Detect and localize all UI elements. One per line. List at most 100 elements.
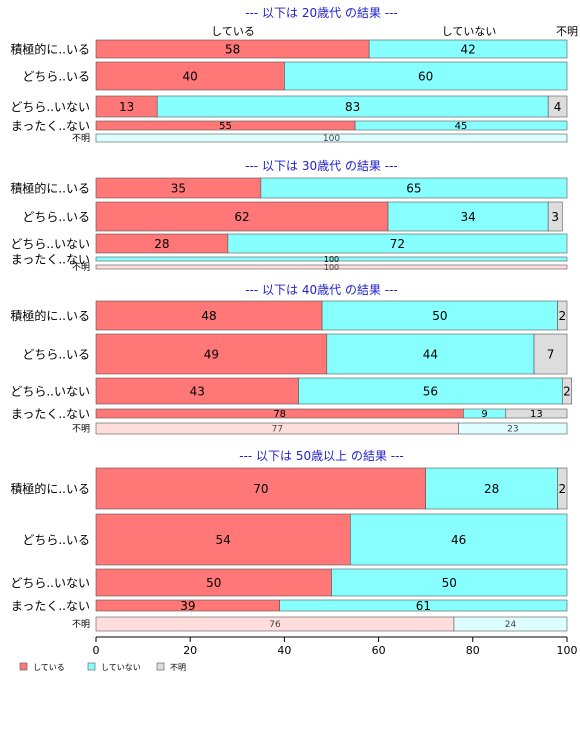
legend-swatch [19,662,28,671]
bar-segment [557,300,568,331]
value-label: 23 [507,425,518,435]
legend-label: 不明 [170,663,186,672]
bar-segment [387,201,549,232]
bar-segment [95,133,568,143]
value-label: 50 [432,309,447,323]
value-label: 65 [406,181,421,195]
bar-segment [561,377,573,405]
category-label: 不明 [72,424,90,435]
value-label: 100 [323,134,340,144]
value-label: 83 [345,100,360,114]
value-label: 45 [455,121,468,132]
value-label: 56 [423,384,438,398]
bar-segment [95,513,351,566]
bar-segment [453,616,568,632]
bar-segment [547,201,563,232]
value-label: 4 [554,100,562,114]
value-label: 28 [154,237,169,251]
x-tick-label: 40 [277,644,291,657]
bar-segment [533,333,568,375]
panel-title-1: --- 以下は 30歳代 の結果 --- [245,159,398,173]
value-label: 50 [442,576,457,590]
value-label: 77 [272,425,283,435]
value-label: 34 [460,210,475,224]
bar-segment [331,568,568,597]
bar-segment [95,264,568,270]
category-label: まったく..ない [11,599,90,613]
x-tick-label: 0 [93,644,100,657]
value-label: 13 [119,100,134,114]
bar-segment [95,61,285,91]
category-label: 不明 [72,133,90,144]
category-label: どちら..いる [22,69,90,83]
value-label: 40 [183,69,198,83]
bar-segment [260,177,568,199]
legend-label: していない [101,663,141,672]
category-label: 積極的に..いる [10,41,90,56]
bar-segment [458,422,568,435]
bar-segment [95,568,332,597]
value-label: 62 [234,210,249,224]
value-label: 3 [551,210,559,224]
value-label: 39 [180,599,195,613]
category-label: まったく..ない [11,119,90,133]
x-tick-label: 60 [372,644,386,657]
legend-swatch [156,662,165,671]
category-label: どちら..いる [22,210,90,224]
category-label: 積極的に..いる [10,308,90,323]
top-label-0: している [211,25,255,38]
bar-segment [95,201,389,232]
bar-segment [350,513,568,566]
value-label: 24 [505,620,517,630]
category-label: 不明 [72,619,90,630]
category-label: まったく..ない [11,252,90,266]
bar-segment [95,256,568,262]
category-label: どちら..いない [10,100,90,114]
value-label: 72 [390,237,405,251]
panel-title-3: --- 以下は 50歳以上 の結果 --- [239,449,404,463]
bar-segment [354,120,568,131]
bar-segment [227,233,568,254]
value-label: 49 [204,347,219,361]
value-label: 50 [206,576,221,590]
panel-title-2: --- 以下は 40歳代 の結果 --- [245,283,398,297]
category-label: どちら..いる [22,347,90,361]
x-tick-label: 80 [466,644,480,657]
category-label: まったく..ない [11,407,90,421]
value-label: 76 [269,620,281,630]
bar-segment [95,377,299,405]
value-label: 13 [530,409,543,420]
bar-segment [279,599,568,612]
value-label: 2 [563,384,571,398]
value-label: 28 [484,482,499,496]
bar-segment [425,467,558,510]
value-label: 55 [219,121,232,132]
bar-segment [368,39,568,59]
category-label: どちら..いる [22,533,90,547]
top-label-2: 不明 [556,25,578,38]
value-label: 78 [273,409,286,420]
legend-label: している [33,663,65,672]
top-label-1: していない [442,25,497,38]
bar-segment [321,300,558,331]
value-label: 46 [451,533,466,547]
value-label: 2 [558,482,566,496]
value-label: 44 [423,347,438,361]
value-label: 9 [481,409,487,420]
category-label: 積極的に..いる [10,481,90,496]
bar-segment [505,408,568,419]
bar-segment [547,95,568,118]
value-label: 35 [171,181,186,195]
value-label: 54 [216,533,231,547]
value-label: 100 [324,255,339,264]
legend-swatch [87,662,96,671]
bar-segment [284,61,568,91]
value-label: 42 [460,42,475,56]
x-tick-label: 100 [557,644,578,657]
value-label: 61 [416,599,431,613]
panel-title-0: --- 以下は 20歳代 の結果 --- [245,6,398,20]
category-label: どちら..いない [10,237,90,251]
value-label: 70 [253,482,268,496]
value-label: 7 [547,347,555,361]
bar-segment [298,377,563,405]
